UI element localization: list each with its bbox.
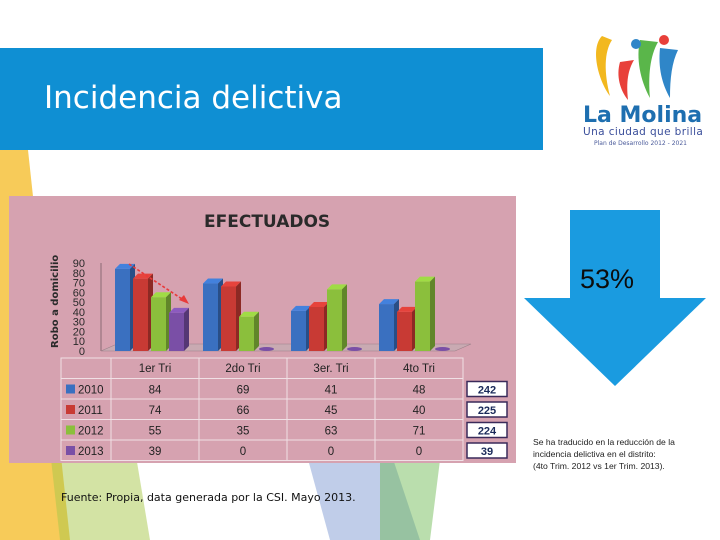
total-value: 224 bbox=[478, 426, 497, 438]
data-label: 0 bbox=[328, 446, 334, 458]
bar-top bbox=[169, 307, 189, 313]
data-label: 66 bbox=[237, 405, 250, 417]
bar bbox=[221, 286, 236, 351]
total-value: 39 bbox=[481, 446, 493, 458]
bar-top bbox=[397, 306, 417, 312]
page-title: Incidencia delictiva bbox=[44, 80, 343, 116]
bar-top bbox=[327, 284, 347, 290]
total-value: 225 bbox=[478, 405, 496, 417]
legend-entry: 2011 bbox=[78, 405, 103, 417]
bar bbox=[327, 289, 342, 351]
data-label: 40 bbox=[413, 405, 426, 417]
bar bbox=[309, 307, 324, 351]
total-box bbox=[466, 442, 508, 459]
reduction-note: Se ha traducido en la reducción de la in… bbox=[533, 436, 709, 472]
note-line: (4to Trim. 2012 vs 1er Trim. 2013). bbox=[533, 461, 665, 471]
x-tick-label: 1er Tri bbox=[139, 363, 172, 375]
bar-top bbox=[221, 281, 241, 287]
x-tick-label: 2do Tri bbox=[225, 363, 260, 375]
source-note: Fuente: Propia, data generada por la CSI… bbox=[61, 491, 356, 504]
bar bbox=[115, 268, 130, 351]
bar bbox=[347, 347, 362, 351]
bar-side bbox=[254, 311, 259, 351]
bar bbox=[151, 297, 166, 351]
y-tick-label: 80 bbox=[73, 268, 85, 280]
trend-arrow bbox=[128, 263, 186, 302]
y-tick-label: 90 bbox=[73, 258, 85, 270]
legend-entry: 2010 bbox=[78, 385, 104, 397]
legend-entry: 2013 bbox=[78, 446, 104, 458]
total-box bbox=[466, 421, 508, 439]
data-label: 63 bbox=[325, 426, 338, 438]
bar-side bbox=[430, 276, 435, 351]
y-axis-label: Robo a domicilio bbox=[50, 255, 61, 348]
y-tick-label: 50 bbox=[73, 297, 85, 309]
legend-swatch bbox=[66, 405, 75, 414]
note-line: incidencia delictiva en el distrito: bbox=[533, 449, 656, 459]
title-bar bbox=[0, 48, 543, 150]
bar-top bbox=[239, 311, 259, 317]
bar bbox=[203, 283, 218, 351]
data-label: 74 bbox=[149, 405, 162, 417]
y-tick-label: 20 bbox=[73, 326, 85, 338]
la-molina-logo-icon bbox=[596, 35, 678, 100]
data-label: 45 bbox=[325, 405, 338, 417]
trend-arrow-head bbox=[179, 295, 189, 304]
bar-side bbox=[184, 307, 189, 351]
chart-background bbox=[9, 196, 516, 463]
y-tick-label: 40 bbox=[73, 307, 85, 319]
bar bbox=[435, 347, 450, 351]
data-label: 35 bbox=[237, 426, 250, 438]
bar-top bbox=[309, 302, 329, 307]
bar bbox=[291, 310, 306, 351]
down-arrow-icon bbox=[524, 210, 706, 386]
bar-top bbox=[133, 273, 153, 279]
total-box bbox=[466, 401, 508, 418]
bar bbox=[133, 278, 148, 351]
data-label: 0 bbox=[240, 446, 246, 458]
data-label: 69 bbox=[237, 385, 250, 397]
bar-top bbox=[291, 305, 311, 311]
x-tick-label: 3er. Tri bbox=[313, 363, 348, 375]
bar-top bbox=[203, 278, 223, 284]
chart-panel: EFECTUADOS Robo a domicilio 010203040506… bbox=[9, 196, 516, 463]
legend-swatch bbox=[66, 446, 75, 455]
bar-top bbox=[151, 292, 171, 298]
data-label: 48 bbox=[413, 385, 426, 397]
data-label: 71 bbox=[413, 426, 426, 438]
y-tick-label: 10 bbox=[73, 336, 85, 348]
logo-subline: Plan de Desarrollo 2012 - 2021 bbox=[594, 140, 687, 147]
y-tick-label: 0 bbox=[79, 346, 85, 358]
bar-side bbox=[342, 284, 347, 351]
bar bbox=[239, 316, 254, 351]
data-table-border bbox=[60, 357, 464, 461]
y-tick-label: 60 bbox=[73, 287, 85, 299]
y-tick-label: 30 bbox=[73, 317, 85, 329]
legend-swatch bbox=[66, 384, 75, 394]
bar-top bbox=[379, 299, 399, 305]
data-label: 55 bbox=[149, 426, 162, 438]
bar-top bbox=[415, 276, 435, 282]
reduction-percent: 53% bbox=[580, 264, 635, 294]
data-label: 0 bbox=[416, 446, 422, 458]
data-label: 84 bbox=[149, 385, 162, 397]
total-box bbox=[466, 380, 508, 398]
y-tick-label: 70 bbox=[73, 278, 85, 290]
bar bbox=[379, 304, 394, 351]
logo-name: La Molina bbox=[583, 103, 703, 128]
bar bbox=[415, 281, 430, 351]
chart-title: EFECTUADOS bbox=[204, 212, 330, 232]
legend-entry: 2012 bbox=[78, 426, 104, 438]
total-value: 242 bbox=[478, 385, 496, 397]
note-line: Se ha traducido en la reducción de la bbox=[533, 437, 675, 447]
legend-swatch bbox=[66, 425, 75, 435]
data-label: 39 bbox=[149, 446, 162, 458]
bar bbox=[169, 312, 184, 351]
x-tick-label: 4to Tri bbox=[403, 363, 435, 375]
logo-tagline: Una ciudad que brilla bbox=[583, 126, 704, 138]
data-label: 41 bbox=[325, 385, 338, 397]
bar bbox=[259, 347, 274, 351]
bar bbox=[397, 311, 412, 351]
